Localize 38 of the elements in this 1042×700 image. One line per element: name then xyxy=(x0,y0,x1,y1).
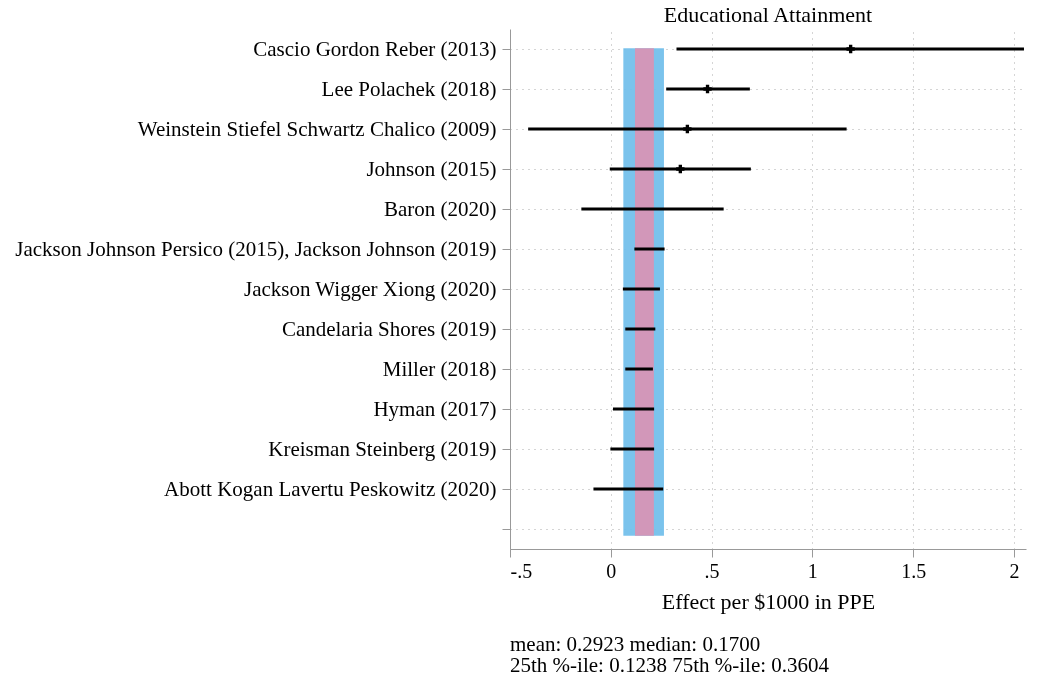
x-tick-label: .5 xyxy=(704,559,720,582)
y-tick-label: Weinstein Stiefel Schwartz Chalico (2009) xyxy=(137,116,497,141)
bar xyxy=(610,447,655,451)
bar xyxy=(634,247,665,251)
y-tick-label: Hyman (2017) xyxy=(373,396,497,421)
bar xyxy=(528,127,847,131)
y-tick-label: Baron (2020) xyxy=(383,196,497,221)
x-tick-label: 0 xyxy=(606,559,617,582)
y-tick-label: Lee Polachek (2018) xyxy=(321,76,497,101)
x-axis-title: Effect per $1000 in PPE xyxy=(661,588,876,614)
y-tick-label: Candelaria Shores (2019) xyxy=(281,316,497,341)
bar xyxy=(676,47,1024,51)
y-tick-label: Jackson Wigger Xiong (2020) xyxy=(244,276,497,301)
text: mean: 0.2923 median: 0.1700 xyxy=(510,632,761,656)
x-tick-label: 2 xyxy=(1009,559,1020,582)
text: 25th %-ile: 0.1238 75th %-ile: 0.3604 xyxy=(510,653,830,677)
bar xyxy=(625,367,653,371)
bar xyxy=(581,207,724,211)
bar xyxy=(609,167,751,171)
point xyxy=(846,44,855,54)
point xyxy=(703,84,712,94)
y-tick-label: Johnson (2015) xyxy=(366,156,497,181)
x-tick-label: 1.5 xyxy=(901,559,927,582)
point xyxy=(683,124,692,134)
point xyxy=(676,164,685,174)
bar xyxy=(666,87,750,91)
y-tick-label: Miller (2018) xyxy=(382,356,497,381)
y-tick-label: Kreisman Steinberg (2019) xyxy=(268,436,497,461)
y-tick-label: Cascio Gordon Reber (2013) xyxy=(253,36,497,61)
y-tick-label: Jackson Johnson Persico (2015), Jackson Johnson (2019) xyxy=(15,236,497,261)
bar xyxy=(625,327,656,331)
bar xyxy=(613,407,655,411)
x-tick-label: -.5 xyxy=(510,559,533,582)
bar xyxy=(593,487,664,491)
y-tick-label: Abott Kogan Lavertu Peskowitz (2020) xyxy=(164,476,497,501)
chart-title: Educational Attainment xyxy=(663,2,873,27)
x-tick-label: 1 xyxy=(807,559,818,582)
bar xyxy=(622,287,660,291)
